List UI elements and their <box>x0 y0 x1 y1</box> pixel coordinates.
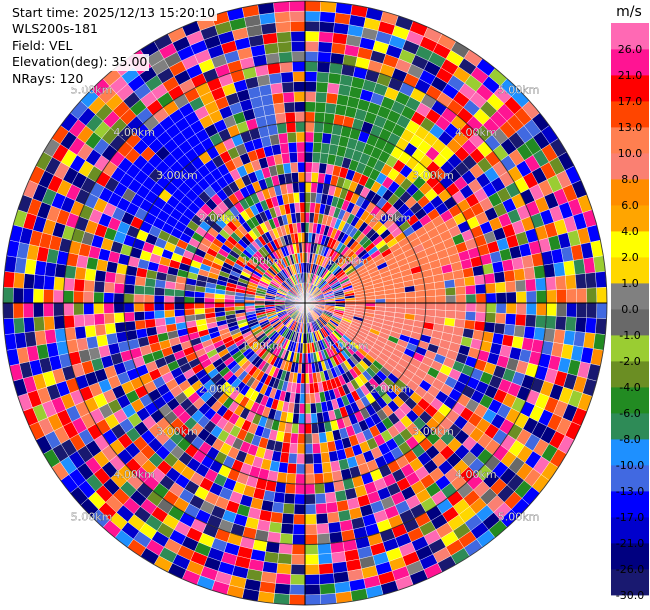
colorbar-tick-label: 13.0 <box>618 121 643 134</box>
colorbar-tick-label: -26.0 <box>616 563 644 576</box>
velocity-gates <box>2 0 608 606</box>
plot-header: Start time: 2025/12/13 15:20:10 WLS200s-… <box>12 5 218 88</box>
colorbar-tick-label: 1.0 <box>621 277 639 290</box>
start-time-text: Start time: 2025/12/13 15:20:10 <box>12 5 218 22</box>
colorbar-tick-label: -17.0 <box>616 511 644 524</box>
colorbar-tick-label: 2.0 <box>621 251 639 264</box>
nrays-text: NRays: 120 <box>12 70 86 88</box>
colorbar-tick-label: -2.0 <box>619 355 640 368</box>
colorbar-tick-label: -8.0 <box>619 433 640 446</box>
colorbar-tick-label: -4.0 <box>619 381 640 394</box>
colorbar-tick-label: 0.0 <box>621 303 639 316</box>
colorbar-tick-label: 21.0 <box>618 69 643 82</box>
colorbar-tick-label: -6.0 <box>619 407 640 420</box>
colorbar-tick-label: -10.0 <box>616 459 644 472</box>
colorbar-tick-label: -21.0 <box>616 537 644 550</box>
colorbar-tick-label: 4.0 <box>621 225 639 238</box>
instrument-name: WLS200s-181 <box>12 21 100 38</box>
colorbar-tick-label: 10.0 <box>618 147 643 160</box>
colorbar-tick-label: 8.0 <box>621 173 639 186</box>
field-name: Field: VEL <box>12 37 75 55</box>
colorbar-tick-label: 6.0 <box>621 199 639 212</box>
elevation-text: Elevation(deg): 35.00 <box>12 54 150 71</box>
colorbar-unit-label: m/s <box>616 4 642 20</box>
colorbar-tick-label: 26.0 <box>618 43 643 56</box>
colorbar-tick-label: -13.0 <box>616 485 644 498</box>
colorbar-tick-label: 17.0 <box>618 95 643 108</box>
colorbar-tick-label: -30.0 <box>616 589 644 602</box>
colorbar-tick-label: -1.0 <box>619 329 640 342</box>
